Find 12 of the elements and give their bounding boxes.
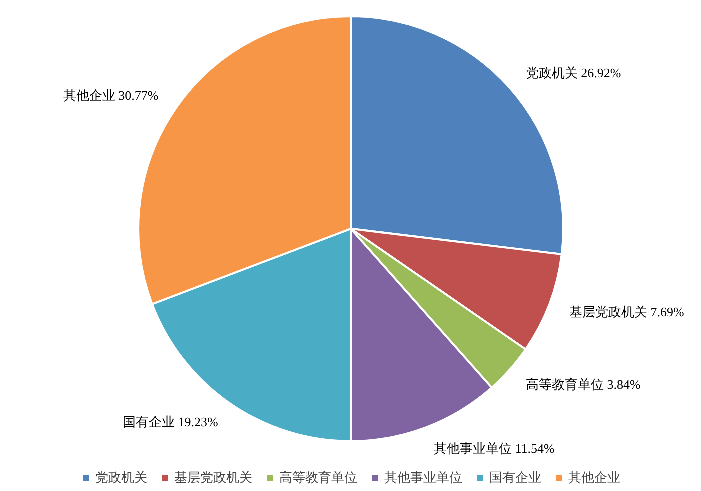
legend-label: 高等教育单位: [280, 469, 358, 487]
legend-label: 其他企业: [568, 469, 620, 487]
legend-label: 基层党政机关: [174, 469, 252, 487]
data-label: 基层党政机关 7.69%: [569, 304, 684, 320]
legend-label: 党政机关: [96, 469, 148, 487]
data-label: 党政机关 26.92%: [526, 66, 622, 81]
legend-label: 国有企业: [490, 469, 542, 487]
legend-label: 其他事业单位: [384, 469, 462, 487]
data-label: 国有企业 19.23%: [122, 414, 218, 430]
data-label: 其他事业单位 11.54%: [434, 440, 555, 456]
data-label: 高等教育单位 3.84%: [526, 377, 641, 392]
data-label: 其他企业 30.77%: [63, 88, 159, 104]
